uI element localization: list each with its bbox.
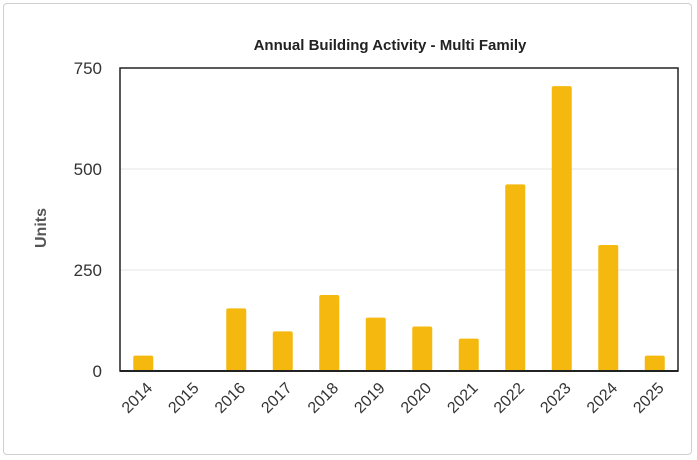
y-tick-label: 0 (93, 362, 102, 381)
x-tick-label: 2014 (119, 380, 156, 417)
y-tick-label: 500 (74, 160, 102, 179)
x-tick-label: 2016 (212, 380, 249, 417)
plot-border (119, 67, 679, 372)
plot-frame (119, 67, 679, 372)
bar-2019 (365, 317, 386, 371)
x-tick-label: 2019 (351, 380, 388, 417)
x-tick-label: 2024 (584, 380, 621, 417)
bar-2021 (458, 338, 479, 371)
x-tick-label: 2021 (444, 380, 481, 417)
bar-2024 (598, 244, 619, 371)
bar-2017 (272, 331, 293, 371)
bar-2014 (133, 355, 154, 371)
bars (133, 86, 665, 372)
chart-card (3, 3, 692, 455)
x-tick-label: 2020 (398, 380, 435, 417)
x-tick-label: 2025 (630, 380, 667, 417)
bar-2020 (412, 326, 433, 371)
x-tick-label: 2017 (258, 380, 295, 417)
x-tick-labels: 2014 2015 2016 2017 2018 2019 2020 2021 2022 2023… (119, 380, 668, 417)
bar-2025 (644, 355, 665, 371)
bar-2022 (505, 184, 526, 371)
y-axis-label: Units (33, 208, 50, 248)
y-tick-label: 750 (74, 59, 102, 78)
bar-2023 (551, 86, 572, 372)
bar-2018 (319, 295, 340, 371)
grid-lines (120, 168, 678, 271)
x-tick-label: 2022 (491, 380, 528, 417)
y-tick-label: 250 (74, 261, 102, 280)
y-tick-labels: 0 250 500 750 (74, 59, 102, 381)
x-tick-label: 2023 (537, 380, 574, 417)
bar-2016 (226, 308, 247, 371)
x-tick-label: 2015 (165, 380, 202, 417)
x-tick-label: 2018 (305, 380, 342, 417)
chart-title: Annual Building Activity - Multi Family (254, 37, 527, 54)
